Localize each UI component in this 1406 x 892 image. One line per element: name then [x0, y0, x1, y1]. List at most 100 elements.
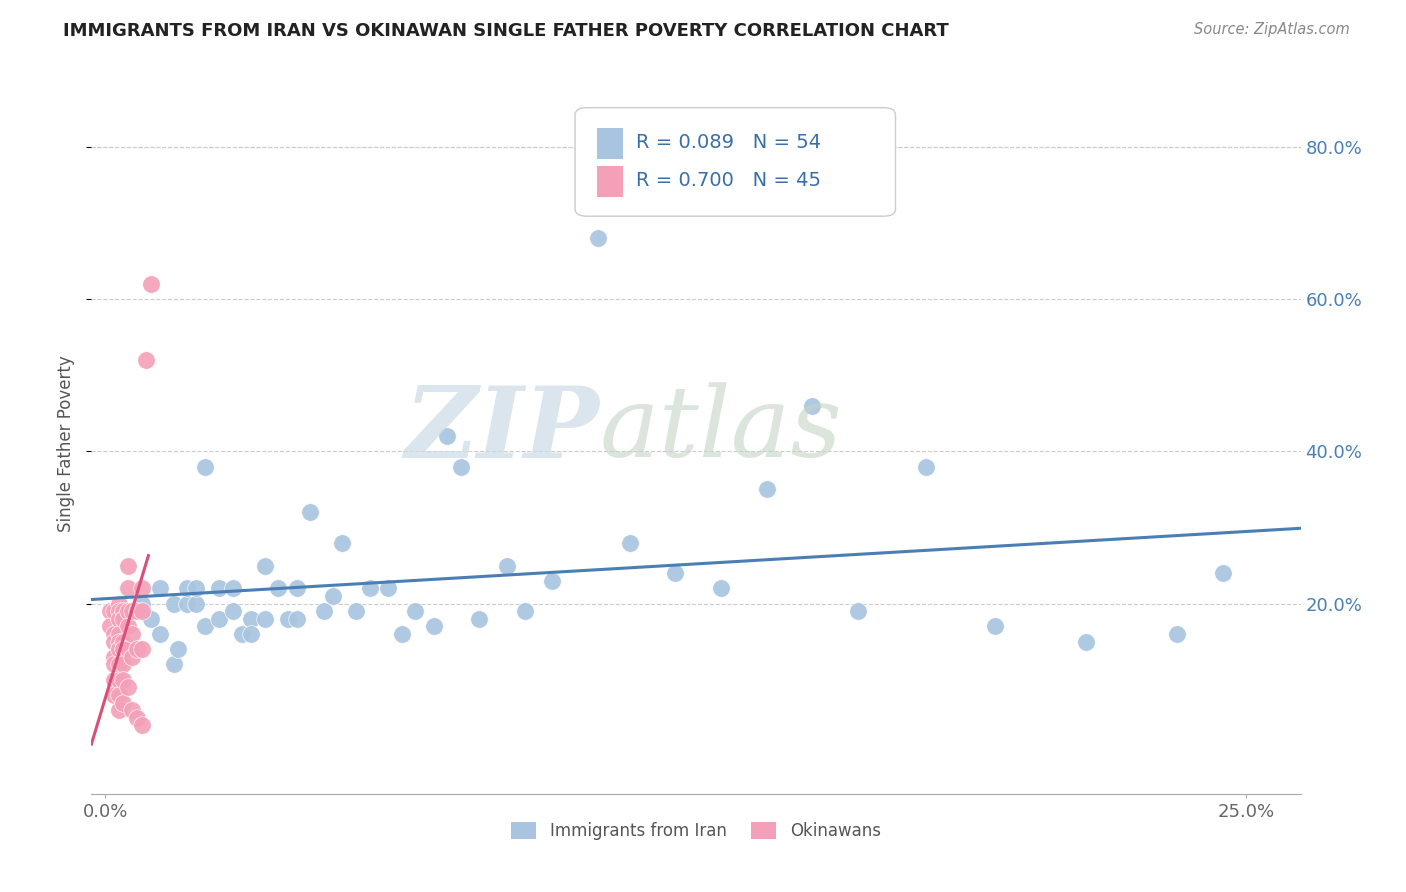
Point [112, 604, 135, 618]
Point [167, 642, 190, 657]
Point [131, 642, 153, 657]
Point [664, 566, 686, 581]
Point [103, 649, 125, 664]
Point [107, 657, 129, 672]
FancyBboxPatch shape [596, 166, 623, 197]
Point [186, 597, 208, 611]
Point [322, 589, 344, 603]
Text: atlas: atlas [599, 382, 842, 477]
Point [107, 597, 129, 611]
Point [1212, 566, 1234, 581]
Point [186, 582, 208, 596]
Point [314, 604, 336, 618]
Point [344, 604, 367, 618]
Point [131, 604, 153, 618]
Point [117, 681, 139, 695]
Point [240, 627, 263, 641]
Point [377, 582, 399, 596]
Point [131, 718, 153, 732]
Point [208, 582, 231, 596]
Point [846, 604, 869, 618]
Point [135, 353, 157, 368]
Point [162, 657, 184, 672]
Point [299, 505, 322, 519]
Point [139, 277, 162, 291]
Point [222, 604, 245, 618]
Point [107, 634, 129, 648]
Point [755, 483, 778, 497]
Point [285, 582, 308, 596]
Point [436, 429, 458, 443]
Text: R = 0.089   N = 54: R = 0.089 N = 54 [636, 133, 821, 153]
Point [112, 642, 135, 657]
Point [98, 619, 121, 633]
Point [125, 604, 148, 618]
Point [112, 612, 135, 626]
Point [149, 582, 172, 596]
Point [619, 535, 641, 549]
Point [222, 582, 245, 596]
Text: IMMIGRANTS FROM IRAN VS OKINAWAN SINGLE FATHER POVERTY CORRELATION CHART: IMMIGRANTS FROM IRAN VS OKINAWAN SINGLE … [63, 22, 949, 40]
Point [253, 558, 276, 573]
FancyBboxPatch shape [596, 128, 623, 160]
Point [131, 597, 153, 611]
Point [103, 627, 125, 641]
Point [231, 627, 253, 641]
Y-axis label: Single Father Poverty: Single Father Poverty [58, 355, 76, 533]
Point [112, 657, 135, 672]
Point [513, 604, 536, 618]
Point [121, 703, 143, 717]
Point [98, 604, 121, 618]
Point [359, 582, 381, 596]
Point [450, 459, 472, 474]
Text: ZIP: ZIP [405, 382, 599, 478]
Point [194, 619, 217, 633]
Point [253, 612, 276, 626]
Point [103, 657, 125, 672]
Point [121, 627, 143, 641]
Point [107, 703, 129, 717]
Point [267, 582, 290, 596]
Point [285, 612, 308, 626]
Point [121, 604, 143, 618]
Point [107, 688, 129, 702]
Point [162, 597, 184, 611]
Point [139, 612, 162, 626]
Point [112, 634, 135, 648]
Point [240, 612, 263, 626]
Point [103, 634, 125, 648]
Point [117, 582, 139, 596]
Point [422, 619, 444, 633]
Point [915, 459, 938, 474]
Point [112, 696, 135, 710]
Point [404, 604, 426, 618]
Point [103, 688, 125, 702]
Text: R = 0.700   N = 45: R = 0.700 N = 45 [636, 171, 821, 190]
Point [103, 673, 125, 687]
Text: Source: ZipAtlas.com: Source: ZipAtlas.com [1194, 22, 1350, 37]
Point [117, 642, 139, 657]
Point [149, 627, 172, 641]
Point [468, 612, 491, 626]
Point [194, 459, 217, 474]
Point [1166, 627, 1188, 641]
Point [277, 612, 299, 626]
FancyBboxPatch shape [575, 108, 896, 216]
Point [103, 604, 125, 618]
Point [107, 627, 129, 641]
Point [391, 627, 413, 641]
Point [801, 399, 824, 413]
Point [117, 604, 139, 618]
Point [586, 231, 609, 245]
Point [495, 558, 517, 573]
Point [176, 597, 198, 611]
Point [125, 642, 148, 657]
Point [107, 604, 129, 618]
Point [176, 582, 198, 596]
Point [541, 574, 564, 588]
Point [984, 619, 1007, 633]
Point [131, 582, 153, 596]
Point [208, 612, 231, 626]
Point [121, 649, 143, 664]
Point [112, 673, 135, 687]
